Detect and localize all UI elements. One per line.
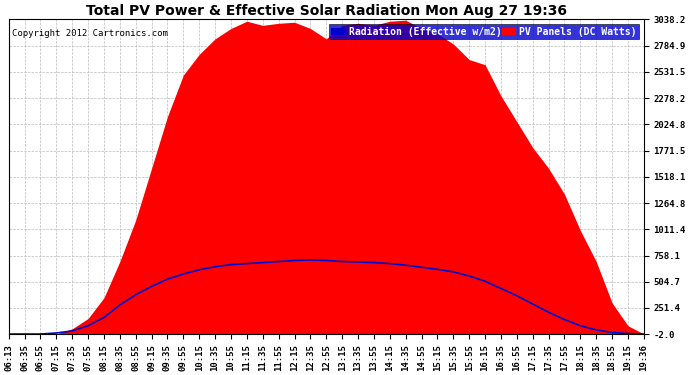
Title: Total PV Power & Effective Solar Radiation Mon Aug 27 19:36: Total PV Power & Effective Solar Radiati… <box>86 4 566 18</box>
Legend: Radiation (Effective w/m2), PV Panels (DC Watts): Radiation (Effective w/m2), PV Panels (D… <box>329 24 639 39</box>
Text: Copyright 2012 Cartronics.com: Copyright 2012 Cartronics.com <box>12 29 168 38</box>
